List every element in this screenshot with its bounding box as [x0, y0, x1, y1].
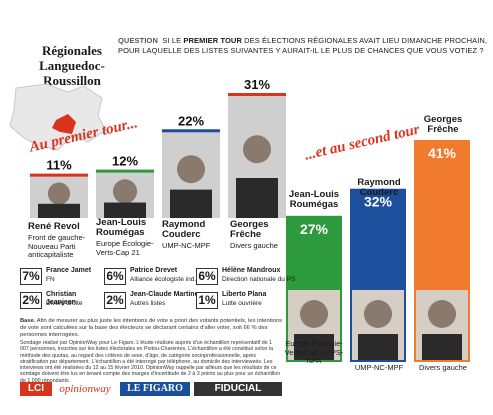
minor-name-plana: Liberto Plana [222, 291, 267, 298]
second-name-freche: Georges Frêche [423, 114, 463, 135]
second-round-value-0: 27% [300, 221, 329, 237]
candidate-party-revol: Front de gauche-Nouveau Parti anticapita… [28, 233, 86, 259]
candidate-party-freche: Divers gauche [230, 241, 278, 250]
first-round-value-2: 22% [178, 113, 204, 128]
minor-name-mandroux: Hélène Mandroux [222, 267, 281, 274]
region-title: Régionales Languedoc-Roussillon [39, 43, 105, 88]
methodology-note: Sondage réalisé par OpinionWay pour Le F… [20, 340, 281, 384]
second-party-freche: Divers gauche [419, 363, 467, 372]
first-round-value-3: 31% [244, 77, 270, 92]
second-party-couderc: UMP-NC-MPF [354, 363, 404, 372]
second-name-couderc: Raymond Couderc [357, 177, 401, 198]
second-name-roumegas: Jean-Louis Roumégas [288, 189, 340, 210]
minor-pct-jamet: 7% [20, 268, 42, 285]
candidate-photo-2 [177, 155, 205, 184]
second-round-body-1 [358, 334, 398, 360]
minor-pct-jeanjean: 2% [20, 292, 42, 309]
region-map [9, 83, 107, 151]
minor-party-jeanjean: Divers droite [46, 300, 83, 307]
minor-pct-mandroux: 6% [196, 268, 218, 285]
first-round-value-0: 11% [46, 158, 72, 173]
minor-party-drevet: Alliance écologiste ind. [130, 276, 197, 283]
first-round-bar-accent-0 [30, 173, 88, 177]
minor-name-jeanjean: Christian Jeanjean [46, 291, 77, 306]
minor-party-martinez: Autres listes [130, 300, 166, 307]
first-round-bar-accent-3 [228, 93, 286, 96]
candidate-name-roumegas: Jean-Louis Roumégas [96, 217, 147, 238]
base-note: Base. Afin de mesurer au plus juste les … [20, 318, 282, 338]
candidate-name-freche: Georges Frêche [230, 219, 269, 240]
minor-pct-drevet: 6% [104, 268, 126, 285]
question-text: QUESTION SI LE PREMIER TOUR DES ÉLECTION… [118, 36, 488, 55]
candidate-name-revol: René Revol [28, 221, 80, 232]
candidate-photo-3 [243, 135, 271, 164]
first-round-bar-accent-2 [162, 129, 220, 133]
minor-pct-martinez: 2% [104, 292, 126, 309]
fiducial-logo: FIDUCIAL [194, 382, 282, 396]
first-round-value-1: 12% [112, 154, 138, 169]
candidate-photo-0 [47, 182, 71, 205]
minor-name-jamet: France Jamet [46, 267, 92, 274]
candidate-photo-1 [112, 179, 138, 204]
minor-party-mandroux: Direction nationale du PS [222, 276, 296, 283]
second-round-head-0 [300, 300, 328, 328]
second-round-value-2: 41% [428, 145, 457, 161]
minor-party-plana: Lutte ouvrière [222, 300, 262, 307]
second-round-body-0 [294, 334, 334, 360]
minor-party-jamet: FN [46, 276, 55, 283]
second-round-head-2 [428, 300, 456, 328]
lci-logo: LCI [20, 382, 52, 396]
candidate-body-0 [38, 203, 80, 218]
minor-pct-plana: 1% [196, 292, 218, 309]
second-party-roumegas: Europe Écologie-Verts-Cap 21-PS-NPA [284, 339, 344, 365]
lefigaro-logo: LE FIGARO [120, 382, 190, 396]
candidate-party-roumegas: Europe Écologie-Verts-Cap 21 [96, 239, 154, 257]
minor-name-martinez: Jean-Claude Martinez [130, 291, 202, 298]
minor-name-drevet: Patrice Drevet [130, 267, 178, 274]
candidate-body-2 [170, 189, 212, 218]
second-round-value-1: 32% [364, 194, 393, 210]
second-round-body-2 [422, 334, 462, 360]
candidate-body-1 [104, 202, 146, 218]
second-round-head-1 [364, 300, 392, 328]
first-round-bar-accent-1 [96, 169, 154, 173]
opinionway-logo: opinionway [59, 383, 111, 395]
candidate-party-couderc: UMP-NC-MPF [162, 241, 211, 250]
candidate-body-3 [236, 178, 278, 218]
candidate-name-couderc: Raymond Couderc [162, 219, 206, 240]
